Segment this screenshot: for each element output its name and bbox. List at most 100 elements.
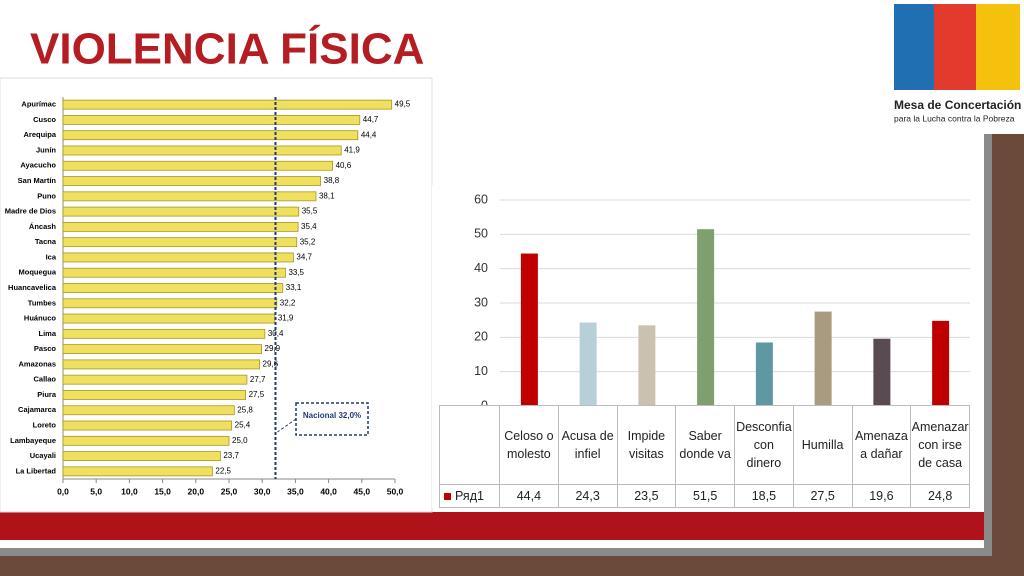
y-tick-label: 60 (474, 192, 488, 206)
value-label: 35,5 (302, 207, 318, 216)
category-label: Amenazar con irse de casa (910, 405, 970, 485)
bar (62, 451, 221, 461)
bar (62, 267, 286, 278)
bar (814, 311, 832, 406)
value-label: 41,9 (344, 146, 360, 155)
value-label: 44,7 (363, 115, 379, 124)
x-tick-label: 10,0 (121, 486, 138, 496)
red-band (0, 512, 984, 540)
category-label: Celoso o molesto (499, 405, 559, 485)
y-tick-label: Ucayali (30, 451, 56, 460)
value-label: 40,6 (336, 161, 352, 170)
y-tick-label: Puno (37, 191, 56, 200)
bar (62, 466, 213, 477)
x-tick-label: 20,0 (188, 486, 205, 496)
y-tick-label: Tumbes (28, 298, 56, 307)
bar (62, 298, 278, 309)
y-tick-label: Lima (38, 329, 56, 338)
category-label: Impide visitas (616, 405, 677, 485)
logo-face (934, 4, 976, 90)
bar (62, 405, 235, 416)
title: VIOLENCIA FÍSICA (30, 24, 424, 74)
logo: Mesa de Concertación para la Lucha contr… (890, 0, 1024, 134)
bar (579, 322, 597, 406)
value-label: 38,1 (319, 191, 335, 200)
x-tick-label: 25,0 (221, 486, 238, 496)
bar (62, 191, 317, 202)
y-tick-label: Loreto (33, 421, 57, 430)
y-tick-label: La Libertad (16, 466, 57, 475)
y-tick-label: Amazonas (18, 359, 56, 368)
table-corner (439, 405, 500, 485)
x-tick-label: 40,0 (320, 486, 337, 496)
value-label: 25,0 (232, 436, 248, 445)
y-tick-label: Madre de Dios (5, 207, 56, 216)
category-label: Acusa de infiel (557, 405, 618, 485)
bar (62, 435, 230, 446)
bar (62, 374, 248, 385)
table-value: 27,5 (792, 484, 853, 508)
y-tick-label: Arequipa (23, 130, 56, 139)
y-tick-label: Pasco (34, 344, 57, 353)
bar (697, 229, 715, 406)
bar (62, 283, 284, 293)
x-tick-label: 15,0 (154, 486, 171, 496)
value-label: 35,4 (301, 222, 317, 231)
bar (62, 313, 276, 324)
y-tick-label: Áncash (29, 222, 57, 231)
y-tick-label: Ayacucho (20, 161, 56, 170)
bar (62, 359, 260, 370)
x-tick-label: 30,0 (254, 486, 271, 496)
category-label: Amenaza a dañar (851, 405, 912, 485)
bar (873, 338, 891, 406)
bar (62, 145, 342, 156)
logo-face (976, 4, 1020, 90)
value-label: 29,6 (263, 360, 279, 369)
value-label: 25,8 (237, 405, 253, 414)
bar (520, 253, 538, 406)
y-tick-label: Cajamarca (18, 405, 57, 414)
logo-face (894, 4, 934, 90)
table-value: 24,3 (557, 484, 618, 508)
value-label: 29,9 (265, 344, 281, 353)
y-tick-label: 30 (474, 295, 488, 309)
value-label: 31,9 (278, 314, 294, 323)
bar (62, 390, 247, 400)
y-tick-label: Huancavelica (8, 283, 57, 292)
y-tick-label: Huánuco (24, 314, 57, 323)
bar (932, 320, 950, 406)
value-label: 38,8 (324, 176, 340, 185)
y-tick-label: 40 (474, 261, 488, 275)
x-tick-label: 35,0 (287, 486, 304, 496)
value-label: 27,7 (250, 375, 266, 384)
category-label: Humilla (792, 405, 853, 485)
bar (62, 237, 298, 248)
value-label: 33,5 (288, 268, 304, 277)
bar (62, 221, 299, 232)
bar (62, 344, 262, 355)
y-tick-label: Callao (33, 375, 56, 384)
category-label: Saber donde va (675, 405, 735, 485)
table-value: 24,8 (910, 484, 970, 508)
logo-subtitle: para la Lucha contra la Pobreza (894, 113, 1015, 123)
bar (62, 160, 333, 171)
bar (755, 342, 773, 406)
y-tick-label: Piura (37, 390, 57, 399)
value-label: 44,4 (361, 130, 377, 139)
table-value: 44,4 (499, 484, 559, 508)
y-tick-label: 50 (474, 227, 488, 241)
annotation-box (295, 402, 369, 436)
value-label: 33,1 (286, 283, 302, 292)
bar (62, 130, 359, 141)
y-tick-label: 10 (474, 364, 488, 378)
x-tick-label: 0,0 (57, 486, 69, 496)
value-label: 32,2 (280, 298, 296, 307)
annotation-arrow (277, 418, 297, 433)
value-label: 23,7 (223, 451, 239, 460)
value-label: 27,5 (249, 390, 265, 399)
logo-name: Mesa de Concertación (894, 98, 1021, 112)
bar (638, 325, 656, 406)
legend-label: Ряд1 (455, 489, 484, 503)
category-label: Desconfia con dinero (734, 405, 794, 485)
